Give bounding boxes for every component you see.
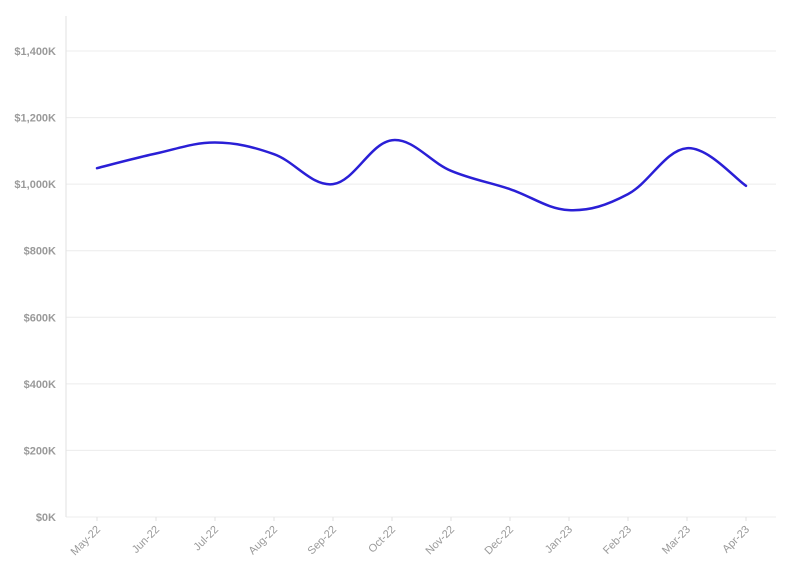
data-point [331, 182, 335, 186]
y-tick-label: $1,000K [14, 179, 56, 191]
x-tick-label: Dec-22 [483, 524, 517, 558]
x-tick-label: Oct-22 [366, 524, 398, 556]
y-tick-label: $600K [24, 312, 56, 324]
x-tick-label: Sep-22 [306, 524, 340, 558]
data-point [508, 187, 512, 191]
y-tick-label: $1,200K [14, 113, 56, 125]
data-point [154, 152, 158, 156]
y-tick-label: $0K [36, 512, 56, 524]
series-line [95, 138, 748, 212]
data-point [449, 169, 453, 173]
data-point [744, 184, 748, 188]
data-point [567, 208, 571, 212]
x-tick-label: Jul-22 [191, 524, 221, 554]
y-tick-label: $400K [24, 379, 56, 391]
x-tick-label: Nov-22 [424, 524, 458, 558]
y-tick-label: $1,400K [14, 46, 56, 58]
y-tick-label: $800K [24, 246, 56, 258]
x-axis: May-22 Jun-22 Jul-22 Aug-22 Sep-22 Oct-22 Nov-… [69, 517, 752, 558]
data-point [685, 146, 689, 150]
data-point [272, 152, 276, 156]
x-tick-label: Jun-22 [130, 524, 162, 556]
y-tick-label: $200K [24, 445, 56, 457]
data-point [213, 141, 217, 145]
data-point [626, 192, 630, 196]
data-point [95, 166, 99, 170]
x-tick-label: Feb-23 [601, 524, 634, 557]
x-tick-label: May-22 [69, 524, 103, 558]
x-tick-label: Aug-22 [247, 524, 281, 558]
y-axis: $0K $200K $400K $600K $800K $1,000K $1,200K $1,… [14, 46, 56, 524]
data-point [390, 138, 394, 142]
grid [66, 50, 776, 518]
x-tick-label: Apr-23 [720, 524, 752, 556]
series-group [95, 138, 748, 212]
x-tick-label: Jan-23 [543, 524, 575, 556]
x-tick-label: Mar-23 [660, 524, 693, 557]
